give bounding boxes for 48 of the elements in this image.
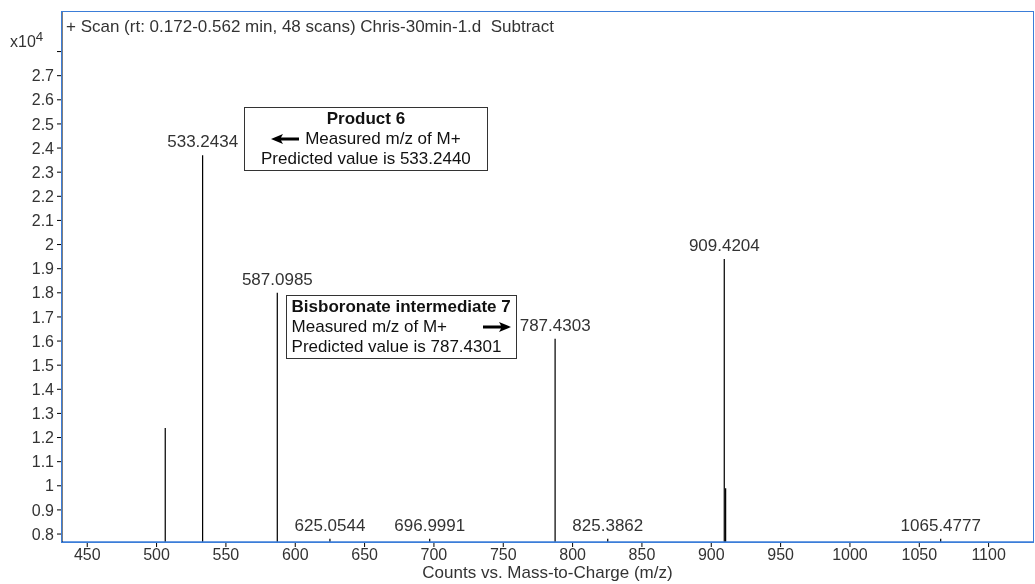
annotation: 825.3862 (572, 515, 644, 535)
y-tick-label: 2.3 (31, 163, 55, 181)
y-tick-label: 2 (45, 236, 55, 254)
annotation: 625.0544 (294, 515, 366, 535)
x-tick-label: 1050 (901, 546, 938, 564)
y-tick-label: 1.7 (31, 308, 55, 326)
x-tick-label: 950 (767, 546, 795, 564)
y-tick-label: 0.9 (31, 501, 55, 519)
y-tick-label: 2.6 (31, 91, 55, 109)
x-tick-label: 850 (628, 546, 656, 564)
y-tick-label: 1.3 (31, 405, 55, 423)
annotation: 587.0985 (241, 269, 313, 289)
annotation: 787.4303 (519, 315, 591, 335)
x-tick-label: 800 (559, 546, 587, 564)
x-tick-label: 550 (212, 546, 240, 564)
annotation: 696.9991 (394, 515, 466, 535)
chart-title: + Scan (rt: 0.172-0.562 min, 48 scans) Chris-30min-1.d Subtract (66, 17, 555, 36)
y-tick-label: 2.4 (31, 139, 55, 157)
annotation: 1065.4777 (900, 515, 981, 535)
x-tick-label: 650 (351, 546, 379, 564)
y-tick-label: 1.5 (31, 356, 55, 374)
annotation: 533.2434 (167, 132, 239, 152)
x-tick-label: 700 (420, 546, 448, 564)
y-tick-label: 1.2 (31, 429, 55, 447)
y-tick-label: 1 (45, 477, 55, 495)
x-tick-label: 450 (73, 546, 101, 564)
x-tick-label: 750 (489, 546, 517, 564)
y-tick-label: 1.8 (31, 284, 55, 302)
x-tick-label: 600 (281, 546, 309, 564)
x-tick-label: 1100 (971, 546, 1006, 564)
y-axis-title: x10$^{4}$ (10, 28, 44, 52)
y-tick-label: 2.5 (31, 115, 55, 133)
x-tick-label: 500 (143, 546, 171, 564)
y-tick-label: 2.7 (31, 67, 55, 85)
x-tick-label: 1000 (832, 546, 868, 564)
y-tick-label: 1.1 (31, 453, 55, 471)
y-tick-label: 1.4 (31, 380, 55, 398)
y-tick-label: 2.2 (31, 187, 55, 205)
note-box: Product 6 Measured m/z of M+ Predicted value is 533.2440 (244, 107, 488, 171)
note-box: Bisboronate intermediate 7 Measured m/z of M+ Predicted value is 787.4301 (285, 295, 517, 359)
x-axis-title: Counts vs. Mass-to-Charge (m/z) (422, 563, 673, 582)
y-tick-label: 0.8 (31, 525, 55, 543)
annotation: Product 6 Measured m/z of M+ Predicted value is 533.2440 (261, 109, 471, 169)
y-tick-label: 1.6 (31, 332, 55, 350)
y-tick-label: 2.1 (31, 212, 55, 230)
annotation: 909.4204 (688, 236, 760, 256)
y-tick-label: 1.9 (31, 260, 55, 278)
x-tick-label: 900 (697, 546, 725, 564)
